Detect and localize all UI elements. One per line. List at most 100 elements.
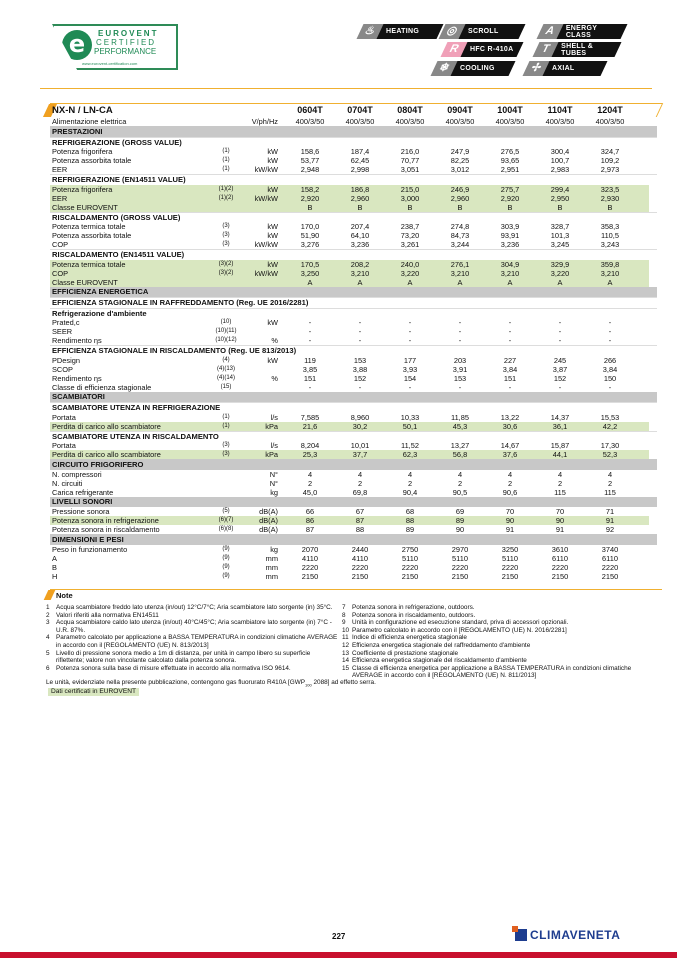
cell-value: 359,8 (600, 259, 620, 269)
cell-value: 93,65 (500, 156, 520, 165)
cell-value: 93,91 (500, 231, 520, 240)
row-unit: dB(A) (259, 516, 278, 525)
note-text: Parametro calcolato per applicazione a B… (56, 634, 338, 649)
cell-value: 110,5 (601, 231, 619, 240)
cell-value: 2070 (301, 544, 319, 554)
cell-value: 3,87 (552, 364, 568, 374)
cell-value: 14,37 (550, 412, 570, 422)
cell-value: 4 (407, 469, 413, 479)
cell-value: 11,85 (451, 412, 469, 422)
cell-value: - (308, 336, 312, 345)
page-number: 227 (332, 932, 346, 941)
cell-value: B (357, 202, 363, 212)
row-note-ref: (15) (220, 383, 232, 390)
table-row: COP (3) kW/kW 3,276 3,236 3,261 3,244 3,236 3,24… (50, 240, 657, 249)
row-label: Potenza frigorifera (52, 147, 113, 156)
row-note-ref: (1)(2) (218, 185, 234, 192)
cell-value: 400/3/50 (295, 117, 325, 126)
section-label: EFFICIENZA STAGIONALE IN RAFFREDDAMENTO … (52, 298, 309, 308)
cell-value: 2150 (551, 571, 569, 581)
cell-value: 3,88 (352, 364, 368, 374)
section-label: EFFICIENZA ENERGETICA (52, 287, 149, 297)
table-row: Classe di efficienza stagionale (15) - - - - -… (50, 383, 657, 392)
table-row: Peso in funzionamento (9) kg 2070 2440 2750 29… (50, 545, 657, 554)
cell-value: 90 (555, 516, 565, 525)
section-label: REFRIGERAZIONE (EN14511 VALUE) (52, 175, 186, 185)
cell-value: 2150 (301, 571, 319, 581)
note-text: Unità in configurazione ed esecuzione st… (352, 619, 569, 627)
cell-value: 3,236 (350, 240, 370, 249)
table-row: H (9) mm 2150 2150 2150 2150 2150 2150 2150 (50, 572, 657, 581)
cell-value: 10,33 (400, 412, 420, 422)
note-item: 10 Parametro calcolato in accordo con il … (342, 627, 654, 635)
cell-value: 2,951 (500, 165, 520, 174)
cell-value: 2150 (401, 571, 419, 581)
cell-value: - (508, 318, 512, 327)
cell-value: 13,22 (500, 412, 520, 422)
badge-energy-class: A ENERGY CLASS (536, 24, 628, 39)
cell-value: 88 (405, 516, 415, 525)
table-row: Perdita di carico allo scambiatore (1) kPa… (50, 421, 649, 431)
cell-value: 300,4 (550, 147, 570, 156)
cell-value: 88 (355, 525, 365, 534)
cell-value: 2750 (401, 544, 419, 554)
logo-line3: PERFORMANCE (94, 47, 157, 56)
row-label: A (52, 553, 57, 563)
note-text: Parametro calcolato in accordo con il [R… (352, 626, 567, 634)
row-label: Carica refrigerante (52, 487, 114, 497)
eurovent-certified-logo: e EUROVENT CERTIFIED PERFORMANCE www.eur… (52, 24, 178, 70)
cell-value: 2,950 (550, 193, 570, 203)
cell-value: 90,5 (452, 487, 468, 497)
row-unit: kW/kW (254, 193, 278, 203)
cell-value: 2220 (301, 562, 319, 572)
cell-value: 274,8 (450, 222, 470, 231)
note-item: 6 Potenza sonora sulla base di misure eff… (46, 665, 338, 673)
cell-value: 303,9 (500, 222, 520, 231)
cell-value: 4 (457, 469, 463, 479)
cell-value: - (358, 327, 362, 336)
cell-value: 4 (507, 469, 513, 479)
section-label: Refrigerazione d'ambiente (52, 308, 147, 318)
row-note-ref: (1) (222, 422, 230, 429)
table-row: N. circuiti N° 2 2 2 2 2 2 2 (50, 479, 657, 488)
subsection-header: SCAMBIATORE UTENZA IN REFRIGERAZIONE (50, 402, 657, 413)
note-text: Indice di efficienza energetica stagiona… (352, 634, 467, 642)
cell-value: B (507, 202, 513, 212)
cell-value: - (508, 382, 512, 392)
cell-value: 2150 (451, 571, 469, 581)
cell-value: 4 (607, 469, 613, 479)
cell-value: 246,9 (450, 184, 470, 194)
row-label: Alimentazione elettrica (52, 117, 127, 126)
subsection-header: REFRIGERAZIONE (EN14511 VALUE) (50, 174, 657, 185)
cell-value: 109,2 (600, 156, 620, 165)
row-label: Peso in funzionamento (52, 544, 128, 554)
note-text: Acqua scambiatore freddo lato utenza (in… (56, 604, 333, 611)
row-unit: kW (267, 147, 278, 156)
row-unit: mm (265, 553, 278, 563)
cell-value: 115 (604, 487, 616, 497)
cell-value: 37,6 (502, 450, 518, 459)
cell-value: 3,236 (500, 240, 520, 249)
row-note-ref: (1) (222, 166, 230, 172)
cell-value: - (358, 382, 362, 392)
cell-value: 42,2 (602, 421, 618, 431)
cell-value: 15,53 (600, 412, 620, 422)
cell-value: 245 (553, 355, 567, 365)
cell-value: 3,243 (600, 240, 620, 249)
cell-value: 3,220 (550, 268, 570, 278)
note-item: 2 Valori riferiti alla normativa EN14511 (46, 612, 338, 620)
cell-value: 51,90 (300, 231, 320, 240)
cell-value: 275,7 (500, 184, 520, 194)
row-note-ref: (1) (222, 148, 230, 154)
section-label: DIMENSIONI E PESI (52, 534, 124, 544)
cell-value: 400/3/50 (345, 117, 375, 126)
note-number: 10 (342, 626, 350, 634)
table-row: COP (3)(2) kW/kW 3,250 3,210 3,220 3,210 3,210 3… (50, 268, 649, 278)
note-item: 7 Potenza sonora in refrigerazione, outdo… (342, 604, 654, 612)
table-row: Rendimento ηs (10)(12)% - - - - - - - (50, 336, 657, 345)
subsection-header: Refrigerazione d'ambiente (50, 307, 657, 319)
notes-right: 7 Potenza sonora in refrigerazione, outdo… (342, 604, 654, 680)
row-unit: kPa (265, 450, 278, 459)
row-note-ref: (3)(2) (218, 260, 234, 267)
cell-value: 276,1 (450, 259, 470, 269)
